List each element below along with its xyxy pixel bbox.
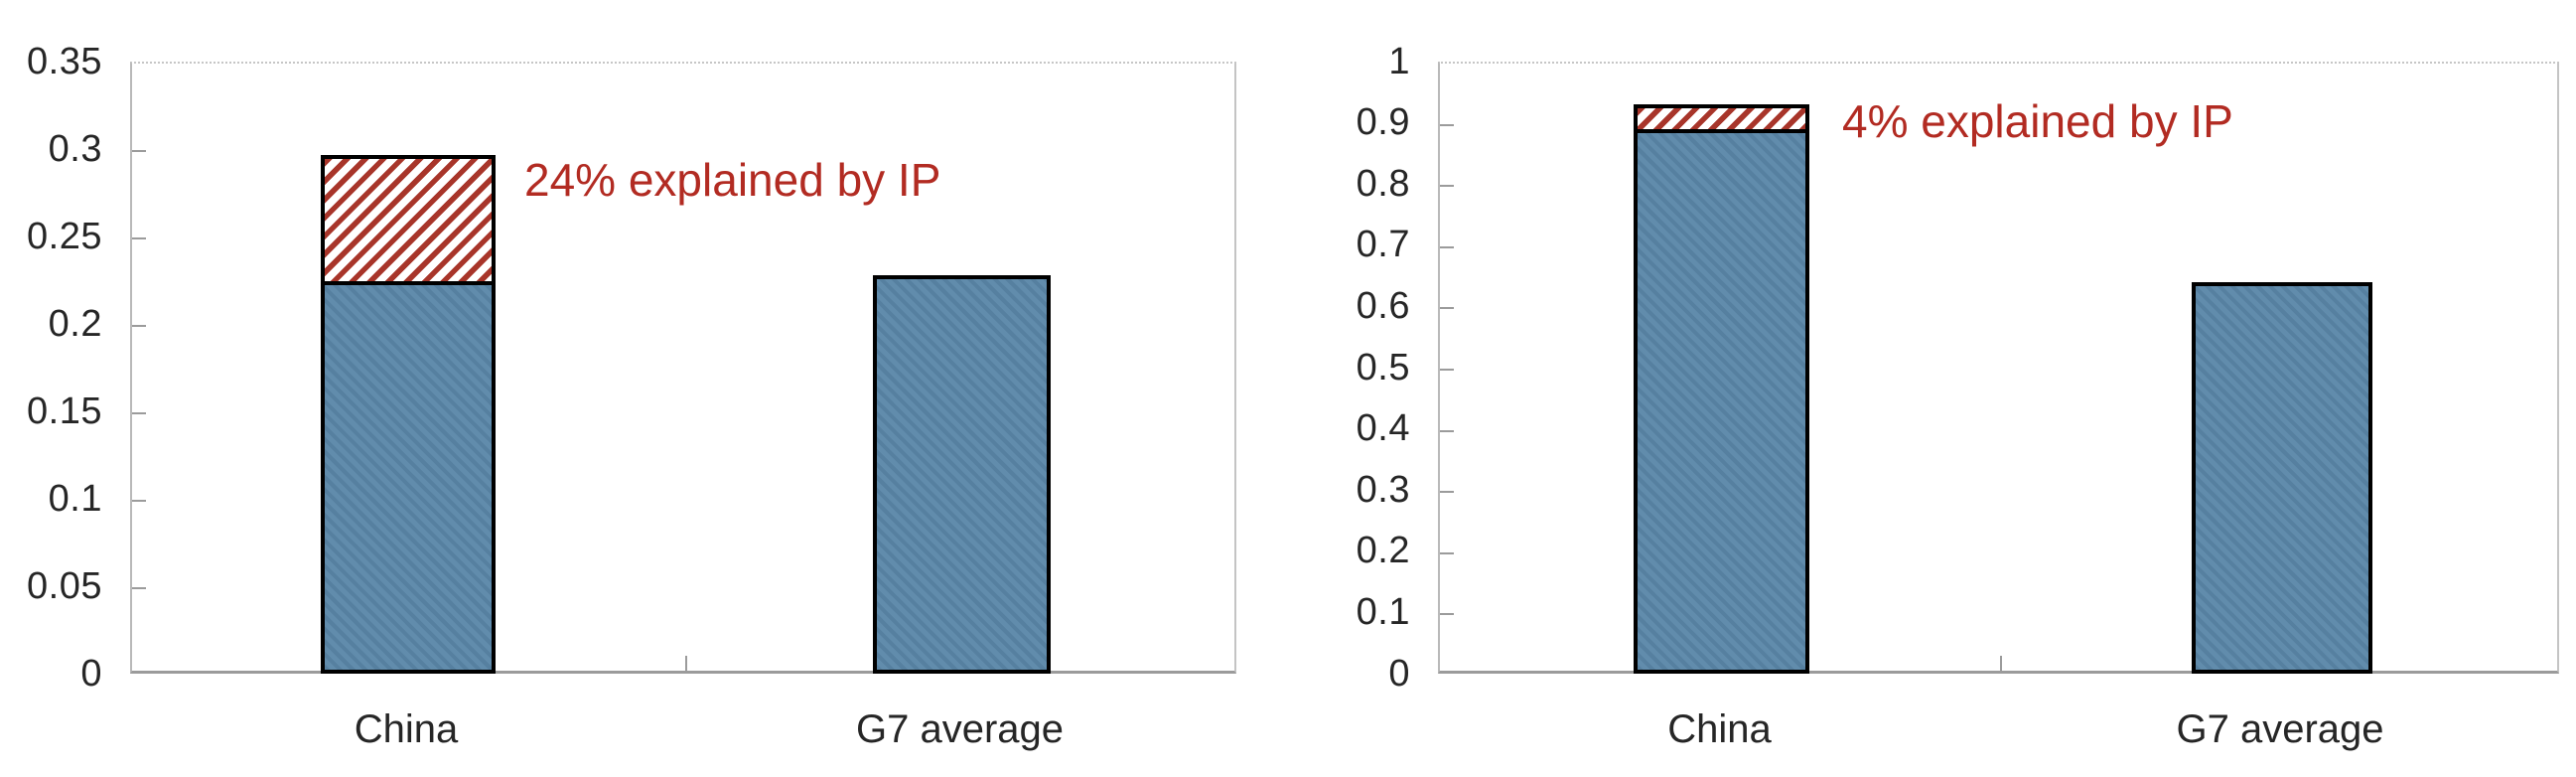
category-label-china: China bbox=[1667, 707, 1772, 751]
y-axis-tick-label: 0 bbox=[80, 652, 102, 695]
y-axis-tick-label: 0.5 bbox=[1356, 346, 1410, 388]
y-axis-tick-mark bbox=[1440, 123, 1454, 126]
china-bar-ip-hatch-segment bbox=[321, 154, 496, 285]
y-axis-tick-label: 0.2 bbox=[1356, 530, 1410, 572]
y-axis-tick-mark bbox=[132, 500, 146, 502]
g7-bar-baseline-segment bbox=[2192, 281, 2372, 674]
y-axis-tick-label: 0.05 bbox=[27, 564, 102, 607]
category-label-g7-average: G7 average bbox=[2176, 707, 2384, 751]
left-annotation-explained-by-ip: 24% explained by IP bbox=[524, 154, 941, 206]
y-axis-tick-mark bbox=[1440, 491, 1454, 494]
right-plot-area bbox=[1438, 62, 2559, 674]
y-axis-tick-label: 0.3 bbox=[1356, 468, 1410, 511]
y-axis-tick-label: 0.8 bbox=[1356, 162, 1410, 205]
y-axis-tick-mark bbox=[1440, 245, 1454, 248]
y-axis-tick-label: 0.1 bbox=[1356, 590, 1410, 633]
y-axis-tick-mark bbox=[132, 412, 146, 414]
category-label-china: China bbox=[354, 707, 459, 751]
y-axis-tick-mark bbox=[132, 237, 146, 239]
left-plot-area bbox=[130, 62, 1236, 674]
y-axis-tick-label: 0.15 bbox=[27, 389, 102, 432]
g7-bar-baseline-segment bbox=[873, 275, 1051, 674]
y-axis-tick-mark bbox=[1440, 613, 1454, 616]
y-axis-tick-label: 0.6 bbox=[1356, 284, 1410, 327]
y-axis-tick-mark bbox=[1440, 307, 1454, 310]
category-label-g7-average: G7 average bbox=[855, 707, 1065, 751]
y-axis-tick-mark bbox=[1440, 185, 1454, 188]
china-bar-ip-hatch-segment bbox=[1634, 104, 1809, 133]
china-bar-baseline-segment bbox=[1634, 128, 1809, 674]
y-axis-tick-mark bbox=[132, 150, 146, 152]
x-axis-category-divider-tick bbox=[2000, 656, 2002, 671]
y-axis-tick-mark bbox=[132, 587, 146, 589]
y-axis-tick-label: 0.1 bbox=[48, 477, 102, 520]
y-axis-tick-mark bbox=[132, 325, 146, 327]
y-axis-tick-mark bbox=[1440, 369, 1454, 371]
y-axis-tick-label: 0.7 bbox=[1356, 224, 1410, 266]
y-axis-tick-mark bbox=[1440, 429, 1454, 432]
y-axis-tick-label: 0.2 bbox=[48, 302, 102, 345]
y-axis-tick-label: 1 bbox=[1388, 40, 1410, 82]
x-axis-category-divider-tick bbox=[685, 656, 687, 671]
y-axis-tick-label: 0.25 bbox=[27, 215, 102, 257]
right-annotation-explained-by-ip: 4% explained by IP bbox=[1842, 95, 2233, 147]
y-axis-tick-mark bbox=[1440, 551, 1454, 554]
y-axis-tick-label: 0.35 bbox=[27, 40, 102, 82]
china-bar-baseline-segment bbox=[321, 280, 496, 674]
y-axis-tick-label: 0 bbox=[1388, 652, 1410, 695]
y-axis-tick-label: 0.9 bbox=[1356, 101, 1410, 144]
y-axis-tick-label: 0.3 bbox=[48, 127, 102, 170]
y-axis-tick-label: 0.4 bbox=[1356, 407, 1410, 450]
